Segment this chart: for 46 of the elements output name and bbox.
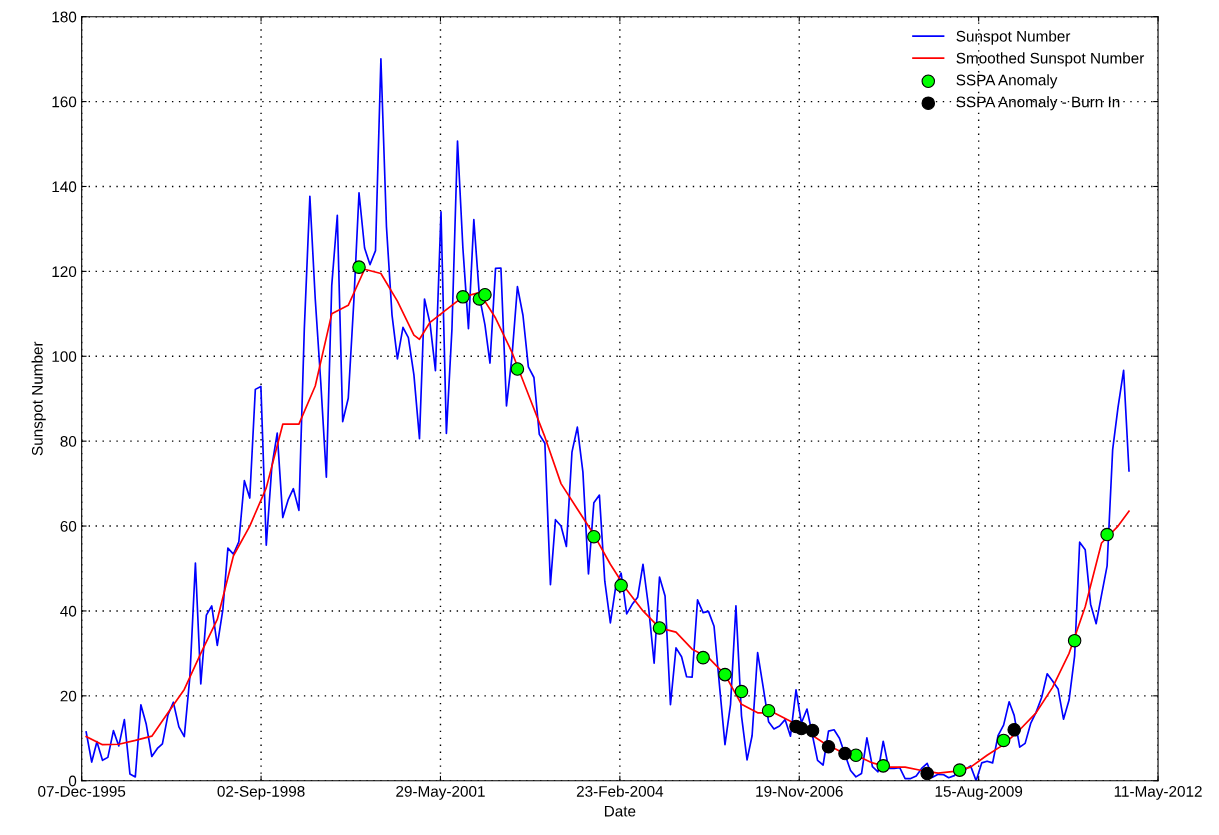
point — [761, 703, 776, 718]
point — [876, 759, 890, 773]
point — [696, 650, 710, 665]
y-tick-label: 160 — [52, 96, 77, 108]
y-tick-label: 180 — [52, 11, 77, 23]
y-axis-title: Sunspot Number — [31, 341, 46, 456]
x-tick-label: 29-May-2001 — [396, 785, 485, 800]
point — [734, 684, 749, 699]
y-tick-label: 140 — [52, 181, 77, 193]
point — [718, 667, 732, 682]
point — [821, 740, 836, 754]
legend-label: Smoothed Sunspot Number — [956, 52, 1145, 67]
point — [920, 766, 934, 781]
y-tick-label: 0 — [68, 775, 77, 787]
y-tick-label: 120 — [52, 266, 77, 278]
point — [1007, 723, 1021, 737]
x-tick-label: 02-Sep-1998 — [217, 785, 305, 800]
x-tick-label: 11-May-2012 — [1114, 785, 1202, 800]
point — [652, 621, 667, 635]
point — [587, 529, 601, 544]
point — [996, 733, 1011, 748]
y-tick-label: 40 — [60, 605, 77, 617]
legend-label: SSPA Anomaly — [956, 74, 1058, 89]
point — [794, 721, 809, 736]
legend-label: SSPA Anomaly - Burn In — [956, 96, 1120, 111]
point — [1067, 633, 1082, 648]
legend-label: Sunspot Number — [956, 30, 1071, 45]
y-tick-label: 80 — [60, 436, 77, 447]
point — [849, 748, 863, 763]
point — [478, 287, 492, 302]
point — [456, 290, 470, 304]
point — [614, 578, 628, 593]
y-tick-label: 100 — [52, 351, 77, 362]
point — [510, 362, 525, 376]
y-tick-label: 20 — [60, 690, 77, 702]
y-tick-label: 60 — [60, 520, 77, 532]
point — [805, 723, 820, 738]
x-axis-title: Date — [604, 805, 636, 817]
x-tick-label: 19-Nov-2006 — [756, 785, 843, 797]
point — [1100, 527, 1114, 542]
x-tick-label: 15-Aug-2009 — [935, 785, 1023, 800]
point — [952, 763, 967, 777]
point — [838, 746, 852, 761]
point — [352, 260, 366, 274]
x-tick-label: 07-Dec-1995 — [38, 785, 126, 797]
x-tick-label: 23-Feb-2004 — [576, 785, 664, 797]
